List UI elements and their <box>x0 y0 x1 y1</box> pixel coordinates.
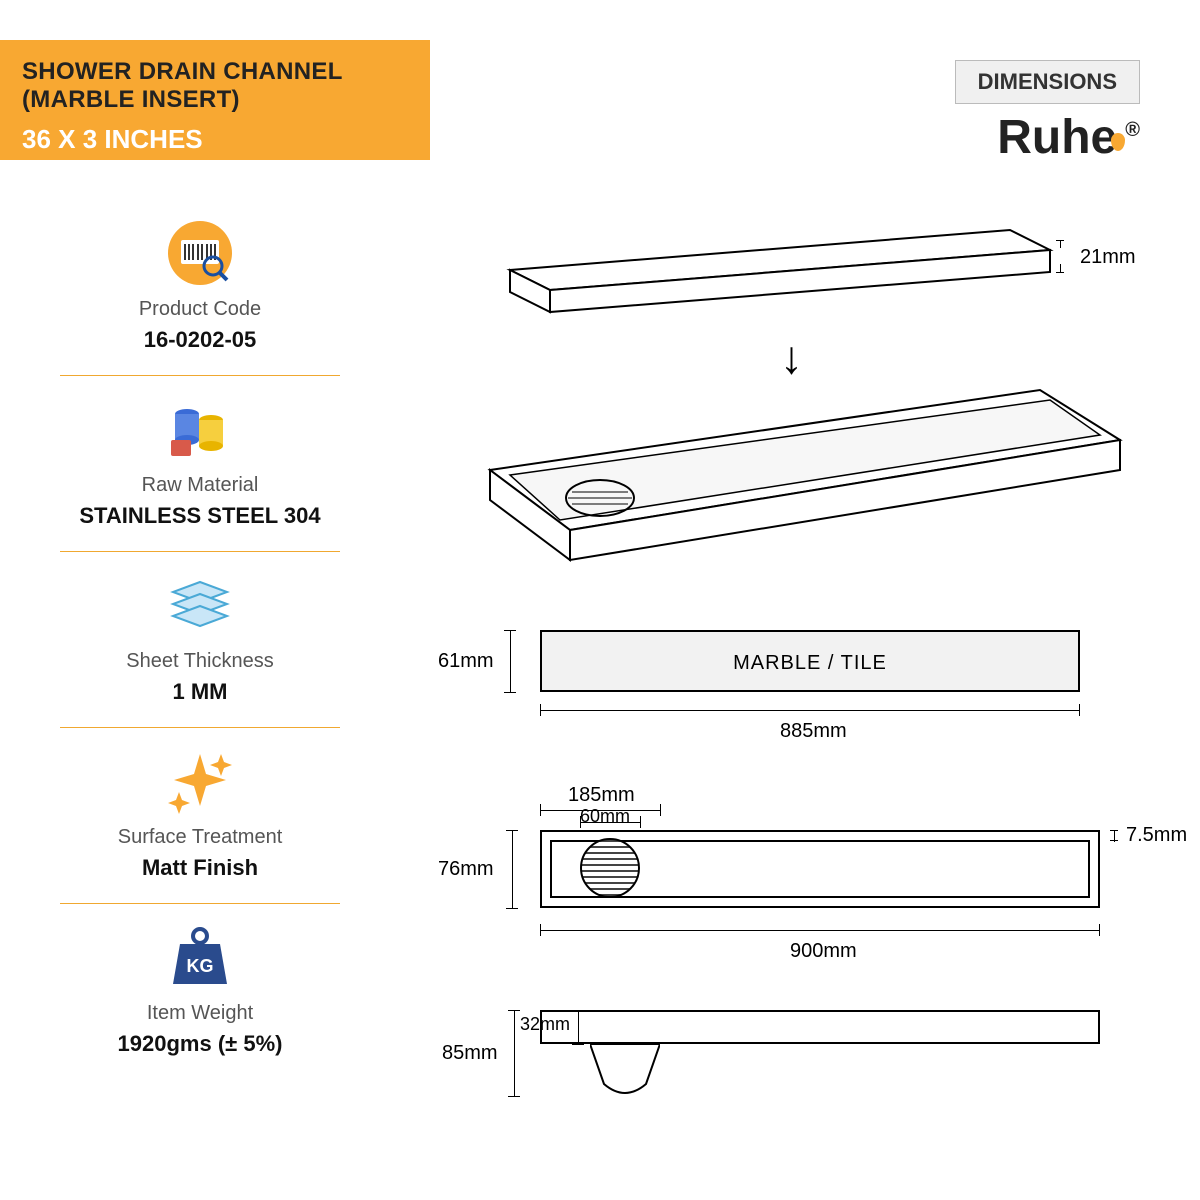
side-body <box>540 1010 1100 1044</box>
sparkle-icon <box>165 746 235 816</box>
spec-raw-material: Raw Material STAINLESS STEEL 304 <box>60 376 340 552</box>
spec-label: Product Code <box>60 298 340 321</box>
header-title: SHOWER DRAIN CHANNEL (MARBLE INSERT) <box>22 58 408 114</box>
dim-plan-h: 76mm <box>438 858 494 881</box>
spec-product-code: Product Code 16-0202-05 <box>60 200 340 376</box>
dim-tile-w: 885mm <box>780 720 847 743</box>
spec-label: Raw Material <box>60 474 340 497</box>
tile-label: MARBLE / TILE <box>542 632 1078 694</box>
weight-icon: KG <box>165 922 235 992</box>
dim-iso-height: 21mm <box>1080 246 1136 269</box>
brand-name: Ruhe <box>997 111 1117 164</box>
insert-arrow-icon: ↓ <box>780 330 803 384</box>
dim-side-total: 85mm <box>442 1042 498 1065</box>
spec-sheet-thickness: Sheet Thickness 1 MM <box>60 552 340 728</box>
side-outlet <box>590 1044 660 1098</box>
spec-label: Item Weight <box>60 1002 340 1025</box>
sheets-icon <box>165 570 235 640</box>
iso-bottom-tray <box>460 380 1140 570</box>
spec-label: Sheet Thickness <box>60 650 340 673</box>
brand-logo: Ruhe ® <box>997 110 1140 165</box>
materials-icon <box>165 394 235 464</box>
dim-drain-dia: 60mm <box>580 806 630 827</box>
spec-surface-treatment: Surface Treatment Matt Finish <box>60 728 340 904</box>
drain-circle <box>580 838 640 898</box>
spec-value: 1 MM <box>60 679 340 705</box>
dim-tile-h: 61mm <box>438 650 494 673</box>
dimensions-badge: DIMENSIONS <box>955 60 1140 104</box>
spec-column: Product Code 16-0202-05 Raw Material STA… <box>60 200 340 1079</box>
spec-item-weight: KG Item Weight 1920gms (± 5%) <box>60 904 340 1079</box>
spec-value: Matt Finish <box>60 855 340 881</box>
header-band: SHOWER DRAIN CHANNEL (MARBLE INSERT) 36 … <box>0 40 430 160</box>
spec-label: Surface Treatment <box>60 826 340 849</box>
header-subtitle: 36 X 3 INCHES <box>22 124 408 155</box>
brand-registered: ® <box>1125 119 1140 141</box>
spec-value: 16-0202-05 <box>60 327 340 353</box>
barcode-icon <box>165 218 235 288</box>
brand-drop-icon <box>1111 133 1125 151</box>
technical-diagram: 21mm ↓ MARBLE / TILE 61mm 885mm 185mm 60… <box>420 210 1160 1150</box>
iso-top-tray <box>450 220 1070 340</box>
spec-value: 1920gms (± 5%) <box>60 1031 340 1057</box>
dim-drain-offset: 185mm <box>568 784 635 807</box>
dim-side-inner: 32mm <box>520 1014 570 1035</box>
tile-top-view: MARBLE / TILE <box>540 630 1080 692</box>
dim-plan-lip: 7.5mm <box>1126 824 1187 847</box>
spec-value: STAINLESS STEEL 304 <box>60 503 340 529</box>
svg-text:KG: KG <box>187 956 214 976</box>
dim-plan-w: 900mm <box>790 940 857 963</box>
